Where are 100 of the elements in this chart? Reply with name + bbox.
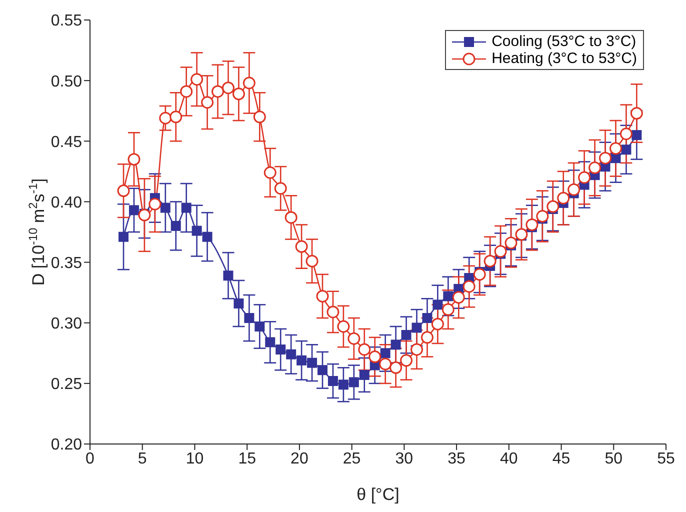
point (317, 365, 328, 376)
point (286, 349, 296, 360)
point (212, 85, 224, 98)
point (180, 85, 193, 98)
y-tick-label: 0.30 (50, 316, 82, 333)
x-tick-label: 35 (448, 450, 466, 468)
legend-label: Cooling (53°C to 3°C) (492, 33, 636, 50)
point (526, 218, 538, 231)
x-tick-label: 40 (500, 450, 518, 468)
point (380, 348, 390, 358)
point (265, 337, 276, 348)
point (568, 183, 580, 196)
point (160, 202, 170, 213)
point (546, 200, 560, 213)
point (494, 245, 507, 258)
point (295, 240, 308, 253)
point (578, 171, 591, 184)
point (159, 112, 172, 124)
point (632, 130, 642, 140)
point (264, 166, 276, 179)
point (390, 361, 402, 374)
point (170, 220, 181, 231)
point (359, 370, 370, 380)
point (504, 236, 518, 250)
point (306, 254, 318, 268)
point (348, 377, 359, 388)
point (432, 300, 443, 310)
x-tick-label: 0 (86, 450, 95, 468)
point (138, 208, 151, 222)
point (462, 280, 476, 293)
x-axis-title: θ [°C] (356, 485, 400, 504)
point (379, 358, 392, 370)
point (442, 303, 454, 316)
point (128, 153, 140, 166)
point (117, 184, 130, 198)
point (368, 350, 382, 364)
x-tick-label: 25 (342, 450, 361, 468)
point (422, 313, 432, 324)
point (201, 96, 214, 109)
point (473, 268, 486, 281)
point (401, 330, 412, 340)
point (630, 107, 643, 120)
point (358, 343, 371, 356)
point (337, 320, 350, 333)
point (202, 232, 212, 242)
point (274, 182, 287, 195)
point (296, 355, 307, 366)
point (242, 76, 256, 90)
point (223, 270, 234, 281)
point (148, 198, 162, 210)
point (254, 321, 265, 332)
x-tick-label: 15 (238, 450, 256, 468)
point (338, 380, 348, 390)
point (443, 291, 454, 302)
point (557, 192, 570, 204)
y-tick-label: 0.25 (50, 376, 82, 394)
x-tick-label: 10 (186, 450, 204, 468)
point (234, 298, 244, 308)
y-tick-label: 0.55 (50, 12, 82, 30)
point (316, 290, 329, 302)
point (609, 142, 622, 155)
point (599, 152, 612, 164)
point (284, 211, 298, 224)
point (410, 343, 423, 356)
y-tick-label: 0.45 (50, 134, 82, 151)
x-tick-label: 45 (552, 450, 570, 468)
point (484, 254, 496, 268)
x-tick-label: 55 (657, 450, 675, 468)
y-tick-label: 0.40 (50, 194, 82, 212)
point (400, 354, 413, 367)
point (170, 110, 182, 124)
point (192, 226, 202, 236)
x-tick-label: 5 (138, 450, 147, 468)
point (253, 110, 266, 124)
point (244, 313, 254, 324)
point (620, 128, 632, 140)
point (328, 376, 338, 386)
point (128, 205, 139, 216)
point (390, 340, 401, 350)
x-tick-label: 30 (395, 450, 414, 468)
point (431, 318, 444, 330)
point (181, 202, 192, 213)
x-tick-label: 50 (604, 450, 623, 468)
point (276, 344, 286, 355)
point (536, 210, 549, 222)
point (118, 232, 129, 242)
point (420, 331, 434, 344)
point (452, 291, 465, 304)
point (307, 358, 318, 368)
point (588, 162, 602, 174)
point (190, 73, 204, 86)
y-tick-label: 0.35 (50, 254, 82, 272)
x-tick-label: 20 (290, 450, 308, 468)
point (232, 88, 245, 100)
y-tick-label: 0.50 (50, 73, 82, 90)
point (348, 332, 360, 345)
y-tick-label: 0.20 (50, 436, 82, 454)
point (222, 82, 234, 94)
legend-label: Heating (3°C to 53°C) (492, 50, 637, 67)
point (412, 322, 422, 333)
